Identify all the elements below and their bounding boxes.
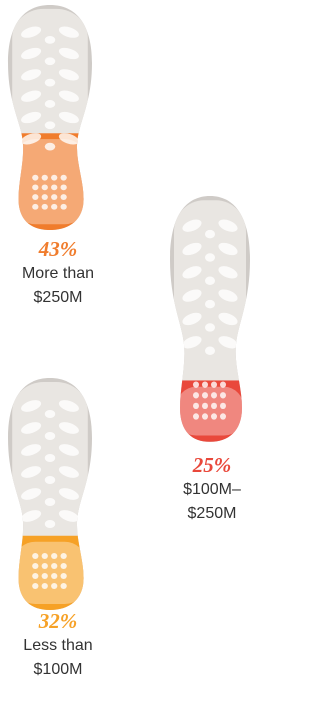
tread [205, 300, 215, 308]
heel-dot [211, 413, 217, 419]
tread [205, 323, 215, 331]
heel-dot [51, 563, 57, 569]
heel-dot [202, 403, 208, 409]
heel-dot [42, 175, 48, 181]
value-label: 32% [38, 609, 78, 633]
chart: 43% More than $250M 25% $100M– $250M 32% Less t… [0, 0, 258, 708]
heel-dot [32, 563, 38, 569]
heel-dot [60, 563, 66, 569]
category-label: Less than [23, 637, 92, 654]
heel-dot [60, 573, 66, 579]
category-label: $250M [34, 289, 83, 306]
tread [45, 476, 55, 484]
heel-dot [211, 382, 217, 388]
heel-dot [211, 392, 217, 398]
tread [205, 277, 215, 285]
heel-dot [202, 413, 208, 419]
heel-dot [51, 573, 57, 579]
heel-dot [51, 583, 57, 589]
heel-dot [60, 553, 66, 559]
heel-dot [60, 194, 66, 200]
tread [45, 57, 55, 65]
fill-inner [14, 542, 85, 604]
category-label: $100M– [183, 481, 241, 498]
fill-inner [14, 139, 85, 224]
heel-dot [60, 204, 66, 210]
value-label: 43% [38, 237, 78, 261]
heel-dot [193, 392, 199, 398]
heel-dot [51, 553, 57, 559]
tread [45, 520, 55, 528]
heel-dot [42, 583, 48, 589]
heel-dot [42, 184, 48, 190]
heel-dot [60, 583, 66, 589]
heel-dot [220, 403, 226, 409]
heel-dot [202, 382, 208, 388]
tread [45, 79, 55, 87]
heel-dot [220, 392, 226, 398]
value-label: 25% [192, 453, 232, 477]
heel-dot [42, 573, 48, 579]
heel-dot [51, 204, 57, 210]
shoe [170, 196, 250, 442]
heel-dot [220, 413, 226, 419]
shoe [8, 5, 92, 230]
tread [45, 100, 55, 108]
category-label: $250M [188, 505, 237, 522]
heel-dot [60, 184, 66, 190]
heel-dot [42, 553, 48, 559]
fill-inner [176, 387, 244, 436]
tread [45, 410, 55, 418]
heel-dot [211, 403, 217, 409]
tread [45, 121, 55, 129]
heel-dot [32, 573, 38, 579]
heel-dot [51, 194, 57, 200]
tread [45, 432, 55, 440]
heel-dot [32, 184, 38, 190]
shoe [8, 378, 92, 610]
heel-dot [220, 382, 226, 388]
heel-dot [32, 175, 38, 181]
heel-dot [60, 175, 66, 181]
category-label: $100M [34, 661, 83, 678]
heel-dot [193, 403, 199, 409]
tread [45, 498, 55, 506]
page: {"chart_data": {"type": "shoe", "categor… [0, 0, 258, 708]
heel-dot [32, 204, 38, 210]
category-label: More than [22, 265, 94, 282]
tread [45, 143, 55, 151]
tread [45, 454, 55, 462]
heel-dot [193, 382, 199, 388]
heel-dot [42, 563, 48, 569]
tread [205, 253, 215, 261]
heel-dot [32, 553, 38, 559]
heel-dot [202, 392, 208, 398]
tread [45, 36, 55, 44]
heel-dot [51, 184, 57, 190]
heel-dot [32, 583, 38, 589]
heel-dot [193, 413, 199, 419]
heel-dot [32, 194, 38, 200]
tread [205, 230, 215, 238]
heel-dot [51, 175, 57, 181]
heel-dot [42, 204, 48, 210]
tread [205, 347, 215, 355]
heel-dot [42, 194, 48, 200]
